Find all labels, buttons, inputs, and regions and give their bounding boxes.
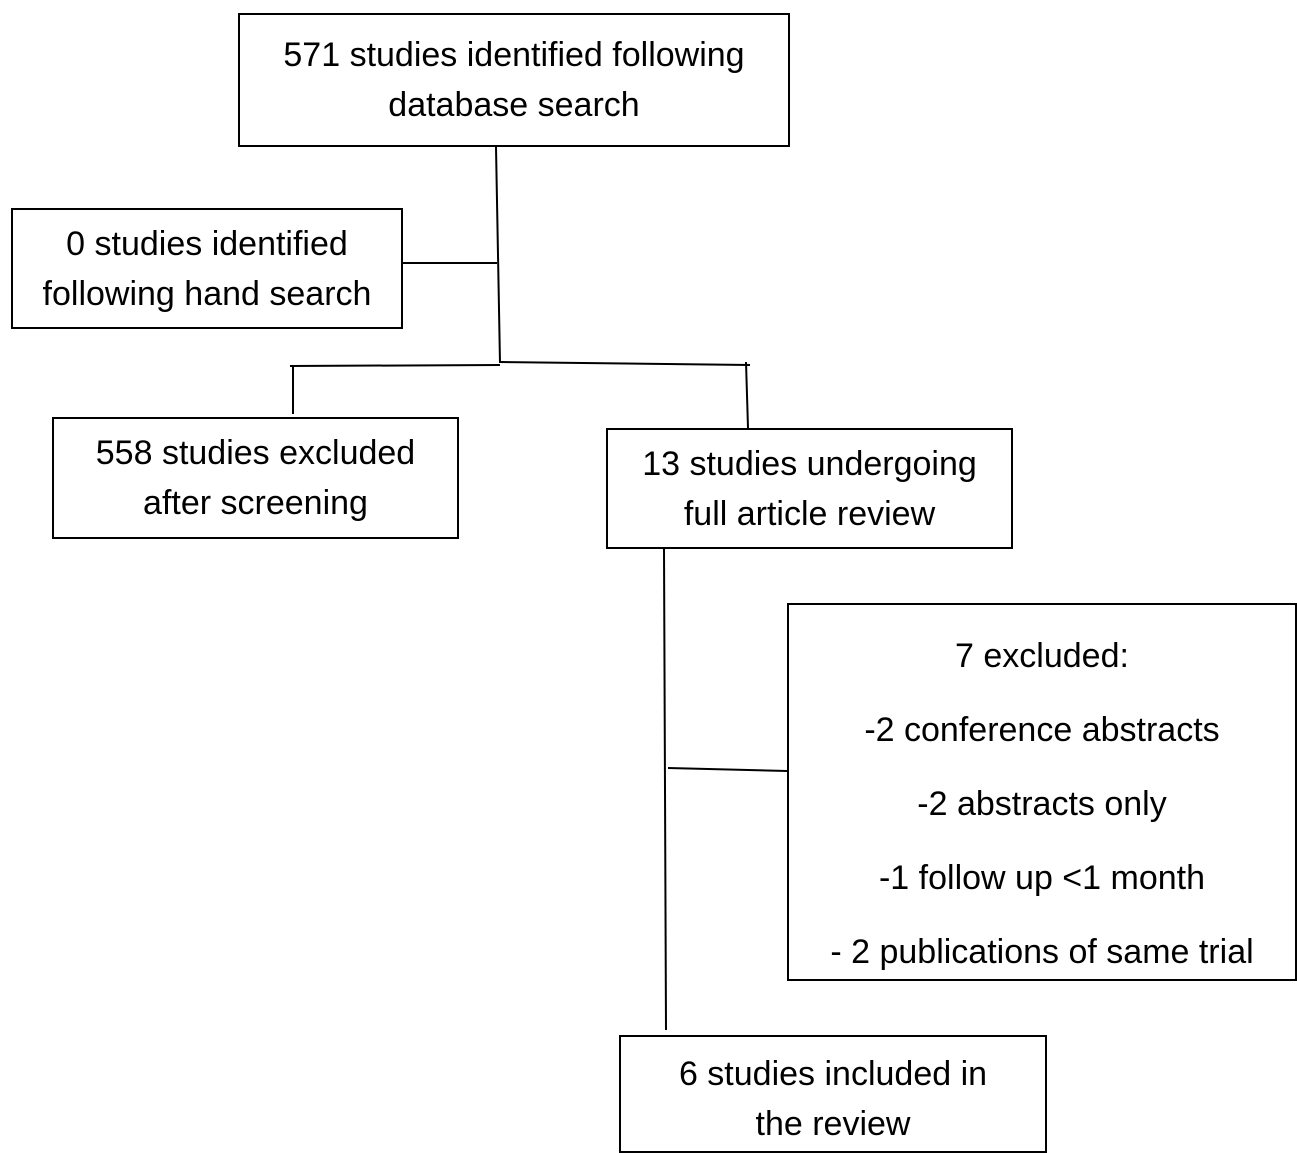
exclusion-reason: -2 conference abstracts <box>864 711 1220 749</box>
database-search-line2: database search <box>388 86 640 124</box>
exclusion-connector <box>667 767 788 772</box>
full-text-exclusions-box: 7 excluded: -2 conference abstracts -2 a… <box>787 603 1297 981</box>
hand-search-box: 0 studies identified following hand sear… <box>11 208 403 329</box>
database-search-line1: 571 studies identified following <box>283 36 745 74</box>
hand-search-line1: 0 studies identified <box>66 224 348 263</box>
trunk-line <box>495 146 501 364</box>
included-line2: the review <box>755 1105 911 1143</box>
review-trunk-line <box>663 548 667 1031</box>
included-studies-box: 6 studies included in the review <box>619 1035 1047 1153</box>
excluded-screening-line1: 558 studies excluded <box>95 434 416 472</box>
exclusions-heading: 7 excluded: <box>955 637 1129 675</box>
right-drop-line <box>745 361 749 429</box>
hand-search-line2: following hand search <box>42 274 372 313</box>
exclusion-reason: -2 abstracts only <box>917 785 1167 823</box>
split-line-left <box>289 364 501 367</box>
excluded-screening-line2: after screening <box>143 484 368 522</box>
exclusion-reason: -1 follow up <1 month <box>878 859 1206 897</box>
split-line-right <box>499 361 751 366</box>
excluded-screening-box: 558 studies excluded after screening <box>52 417 459 539</box>
exclusion-reason: - 2 publications of same trial <box>830 933 1254 971</box>
full-review-box: 13 studies undergoing full article revie… <box>606 428 1013 549</box>
full-review-line1: 13 studies undergoing <box>642 444 977 483</box>
database-search-box: 571 studies identified following databas… <box>238 13 790 147</box>
full-review-line2: full article review <box>683 494 936 533</box>
included-line1: 6 studies included in <box>678 1055 988 1093</box>
